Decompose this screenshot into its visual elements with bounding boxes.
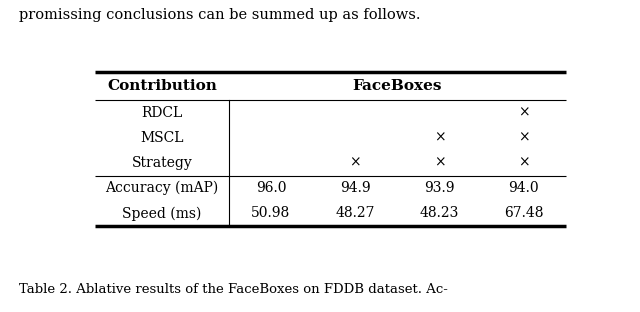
Text: Accuracy (mAP): Accuracy (mAP) xyxy=(105,181,218,195)
Text: 50.98: 50.98 xyxy=(252,207,291,220)
Text: ×: × xyxy=(434,131,445,145)
Text: 94.9: 94.9 xyxy=(340,181,371,195)
Text: RDCL: RDCL xyxy=(141,105,182,119)
Text: Contribution: Contribution xyxy=(107,79,217,93)
Text: promissing conclusions can be summed up as follows.: promissing conclusions can be summed up … xyxy=(19,8,420,22)
Text: Speed (ms): Speed (ms) xyxy=(122,206,202,221)
Text: Strategy: Strategy xyxy=(131,156,192,170)
Text: MSCL: MSCL xyxy=(140,131,184,145)
Text: 96.0: 96.0 xyxy=(256,181,286,195)
Text: ×: × xyxy=(518,105,530,119)
Text: 48.23: 48.23 xyxy=(420,207,460,220)
Text: 94.0: 94.0 xyxy=(509,181,540,195)
Text: Table 2. Ablative results of the FaceBoxes on FDDB dataset. Ac-: Table 2. Ablative results of the FaceBox… xyxy=(19,283,448,296)
Text: ×: × xyxy=(434,156,445,170)
Text: ×: × xyxy=(518,156,530,170)
Text: FaceBoxes: FaceBoxes xyxy=(353,79,442,93)
Text: ×: × xyxy=(349,156,361,170)
Text: 93.9: 93.9 xyxy=(424,181,455,195)
Text: ×: × xyxy=(518,131,530,145)
Text: 48.27: 48.27 xyxy=(335,207,375,220)
Text: 67.48: 67.48 xyxy=(504,207,543,220)
